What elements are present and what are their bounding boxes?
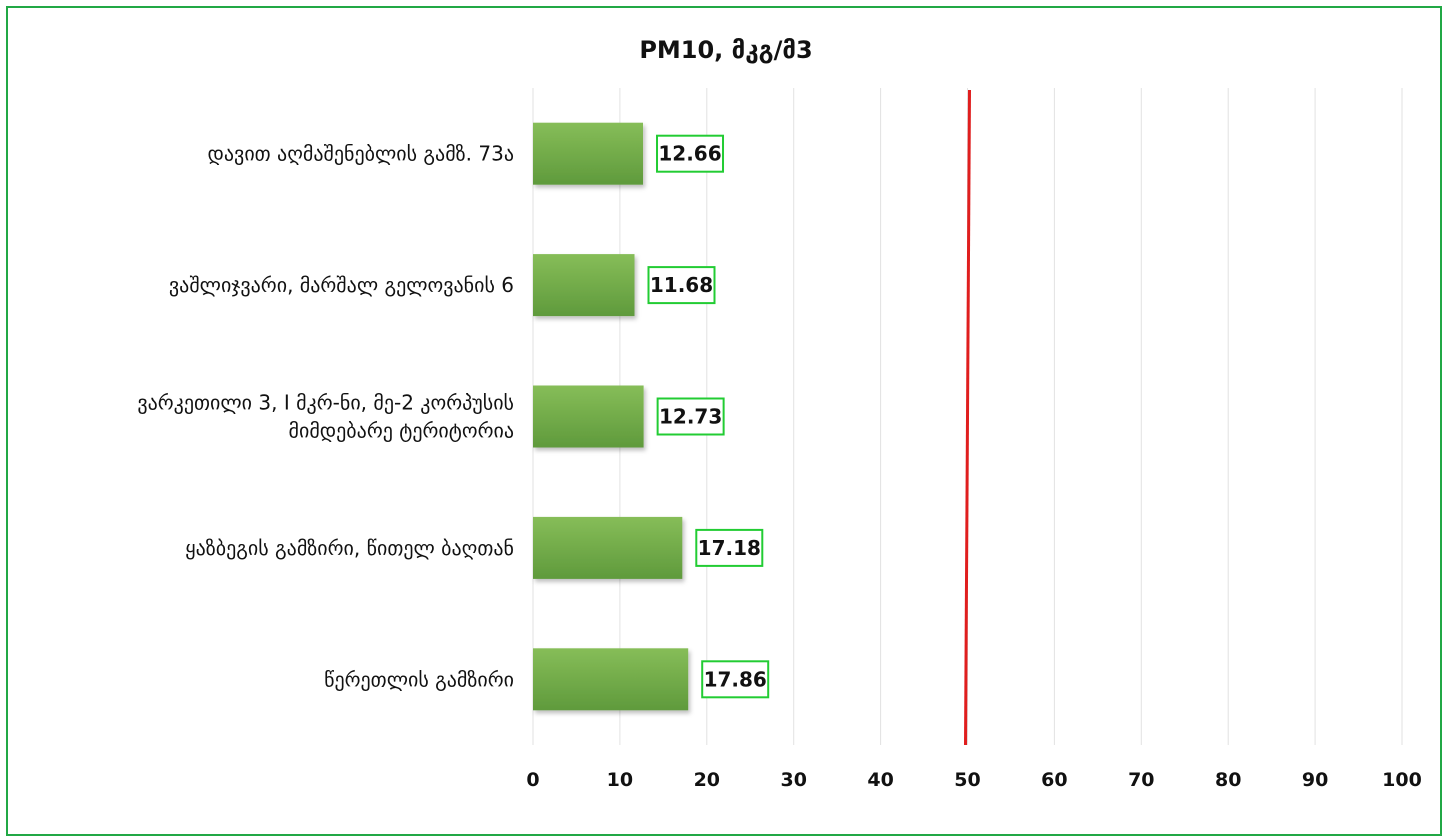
data-label-box — [656, 397, 725, 436]
x-tick-label: 20 — [694, 769, 720, 791]
x-tick-label: 80 — [1215, 769, 1241, 791]
bar — [533, 516, 683, 579]
category-label: ვარკეთილი 3, I მკრ-ნი, მე-2 კორპუსის — [137, 391, 514, 415]
category-label: ვაშლიჯვარი, მარშალ გელოვანის 6 — [169, 273, 514, 297]
data-label: 17.86 — [704, 667, 767, 691]
data-label-box — [695, 528, 764, 567]
x-tick-label: 100 — [1382, 769, 1422, 791]
x-tick-label: 50 — [954, 769, 980, 791]
reference-line-layer — [964, 89, 971, 746]
data-label-box — [656, 134, 725, 173]
category-label: მიმდებარე ტერიტორია — [289, 419, 514, 443]
x-axis-ticks: 0 10 20 30 40 50 60 70 80 90 100 — [526, 769, 1421, 791]
data-label: 12.73 — [659, 405, 722, 429]
x-tick-label: 60 — [1041, 769, 1067, 791]
bar — [533, 648, 689, 711]
bar — [533, 254, 635, 317]
data-label-box — [647, 266, 716, 305]
x-tick-label: 70 — [1128, 769, 1154, 791]
bar — [533, 385, 644, 448]
category-label: დავით აღმაშენებლის გამზ. 73ა — [208, 142, 514, 166]
data-label: 11.68 — [650, 273, 713, 297]
category-labels: დავით აღმაშენებლის გამზ. 73ა ვაშლიჯვარი, … — [137, 142, 514, 692]
category-label: წერეთლის გამზირი — [324, 667, 514, 691]
x-tick-label: 10 — [607, 769, 633, 791]
x-tick-label: 40 — [867, 769, 893, 791]
data-label-box — [701, 660, 770, 699]
data-label: 17.18 — [698, 536, 761, 560]
bars — [533, 122, 689, 711]
category-label: ყაზბეგის გამზირი, წითელ ბაღთან — [185, 536, 514, 560]
x-tick-label: 30 — [780, 769, 806, 791]
chart-title: PM10, მკგ/მ3 — [639, 36, 812, 64]
bar — [533, 122, 644, 185]
x-tick-label: 0 — [526, 769, 539, 791]
data-label: 12.66 — [658, 142, 721, 166]
data-labels: 12.66 11.68 12.73 17.18 17.86 — [647, 134, 770, 699]
reference-line — [964, 89, 971, 746]
x-tick-label: 90 — [1302, 769, 1328, 791]
